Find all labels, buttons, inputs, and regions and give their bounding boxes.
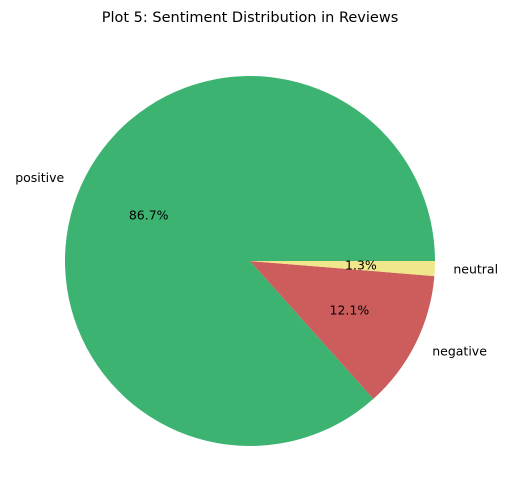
pie-slice-negative xyxy=(250,261,435,399)
slice-label-neutral: neutral xyxy=(453,261,498,276)
chart-title: Plot 5: Sentiment Distribution in Review… xyxy=(102,10,399,26)
slice-percent-positive: 86.7% xyxy=(129,208,169,223)
pie-slice-neutral xyxy=(250,261,435,277)
slice-label-negative: negative xyxy=(432,344,487,359)
slice-percent-neutral: 1.3% xyxy=(345,258,377,273)
slice-percent-negative: 12.1% xyxy=(330,302,370,317)
slice-label-positive: positive xyxy=(15,170,64,185)
pie-slices xyxy=(65,76,436,446)
pie-labels: positive 86.7% negative 12.1% neutral 1.3% xyxy=(15,170,498,359)
